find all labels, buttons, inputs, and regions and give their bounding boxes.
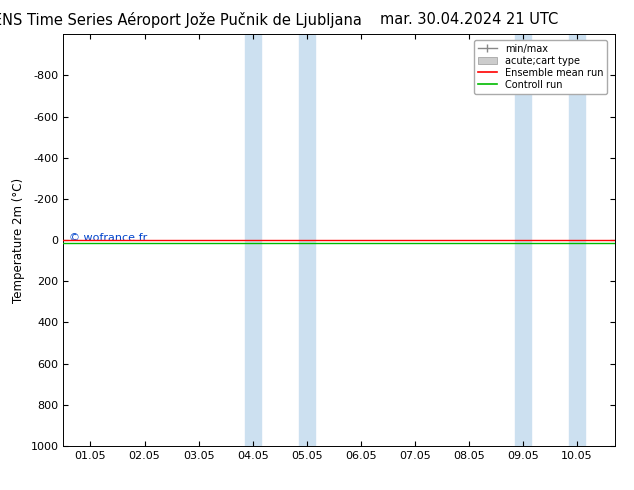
Bar bbox=[299, 34, 315, 446]
Text: © wofrance.fr: © wofrance.fr bbox=[69, 233, 147, 243]
Text: mar. 30.04.2024 21 UTC: mar. 30.04.2024 21 UTC bbox=[380, 12, 559, 27]
Bar bbox=[245, 34, 261, 446]
Bar bbox=[569, 34, 585, 446]
Bar bbox=[515, 34, 531, 446]
Legend: min/max, acute;cart type, Ensemble mean run, Controll run: min/max, acute;cart type, Ensemble mean … bbox=[474, 40, 607, 94]
Text: ENS Time Series Aéroport Jože Pučnik de Ljubljana: ENS Time Series Aéroport Jože Pučnik de … bbox=[0, 12, 362, 28]
Y-axis label: Temperature 2m (°C): Temperature 2m (°C) bbox=[12, 177, 25, 303]
